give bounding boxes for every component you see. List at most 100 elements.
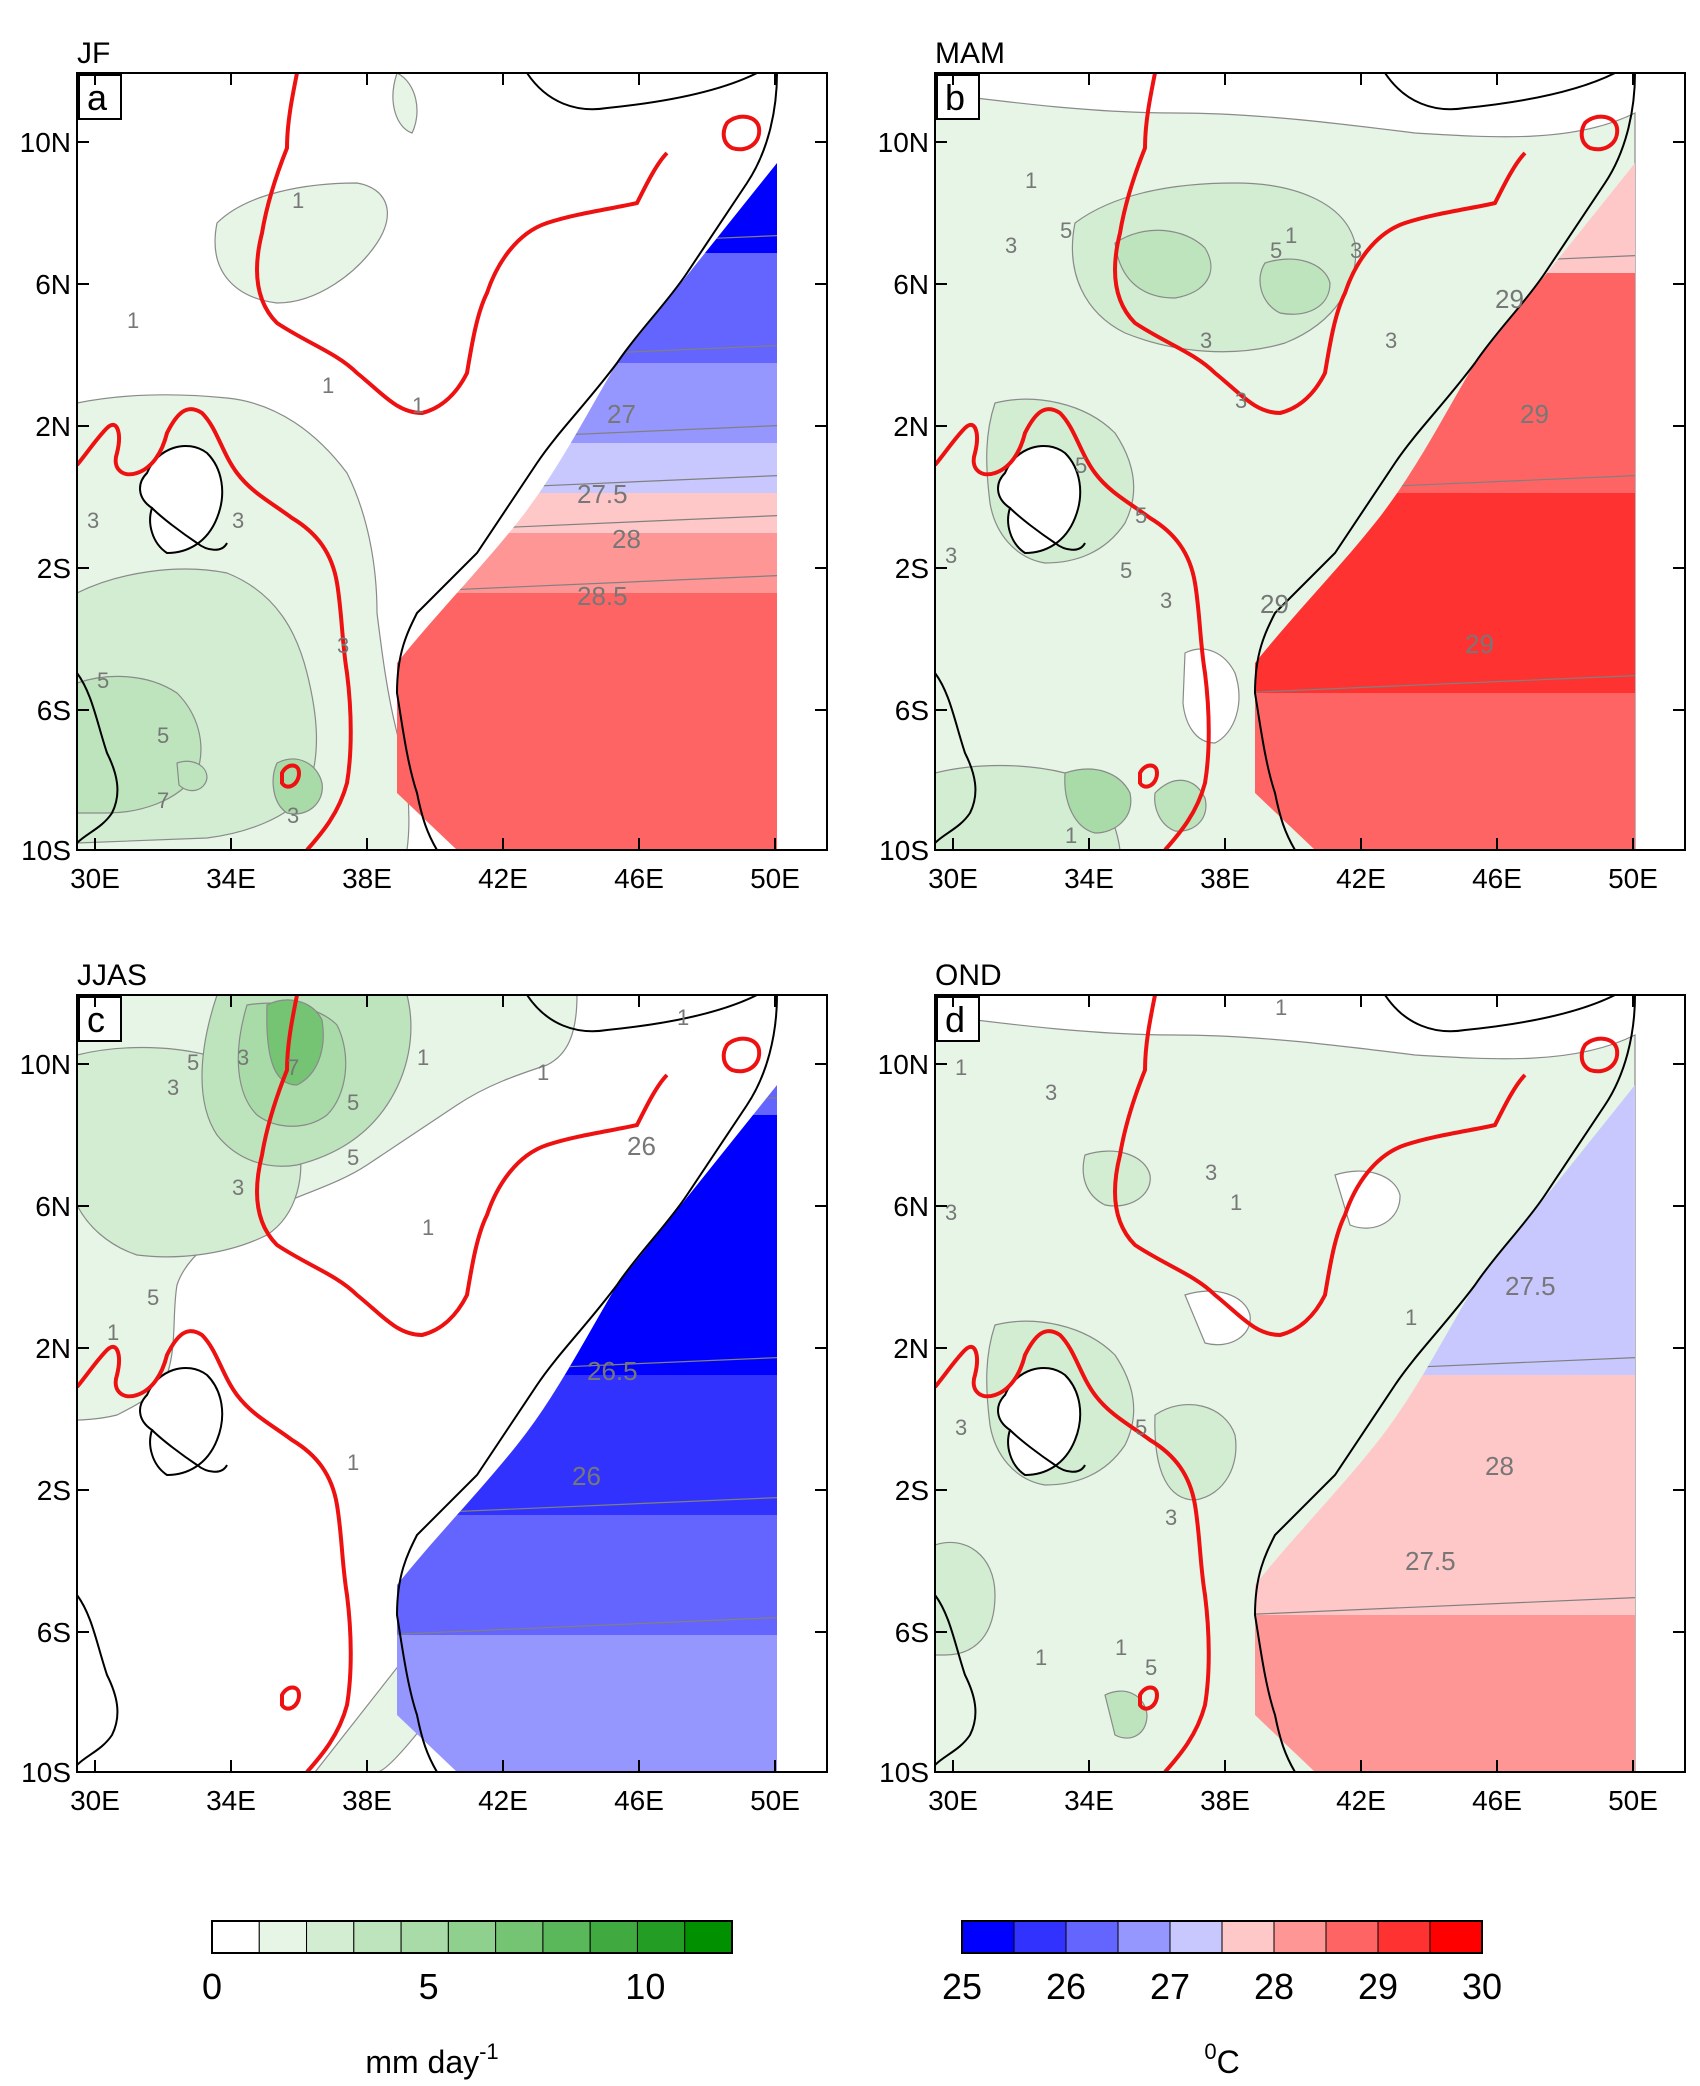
panel-letter: d: [945, 999, 965, 1040]
elevation-contour-4: [1138, 763, 1160, 789]
coastline-west: [77, 672, 119, 844]
sst-contour-line: [397, 1614, 777, 1636]
panel-letter-box: [78, 74, 122, 120]
precip-contour-label: 3: [1165, 1505, 1177, 1530]
y-tick-label: 10S: [21, 835, 71, 866]
x-tick-label: 50E: [1608, 863, 1658, 894]
sst-contour-label: 26: [572, 1461, 601, 1491]
sst-contour-line: [1255, 1594, 1635, 1616]
x-tick-label: 42E: [478, 863, 528, 894]
y-tick-label: 10N: [878, 127, 929, 158]
sst-colorbar-swatch: [1169, 1920, 1223, 1954]
x-tick-label: 38E: [1200, 863, 1250, 894]
precip-contour-label: 3: [167, 1075, 179, 1100]
precip-contour-label: 3: [237, 1045, 249, 1070]
precip-contour-label: 1: [1115, 1635, 1127, 1660]
precip-contour-label: 1: [1275, 995, 1287, 1020]
panel-letter: a: [87, 77, 108, 118]
precip-contour-label: 5: [1075, 453, 1087, 478]
sst-colorbar-tick: 26: [1046, 1966, 1086, 2007]
x-tick-label: 50E: [750, 1785, 800, 1816]
precip-contour-label: 5: [347, 1090, 359, 1115]
x-tick-label: 46E: [614, 1785, 664, 1816]
elevation-contour-2: [77, 1329, 353, 1772]
lake-victoria: [139, 1366, 224, 1477]
precip-contour-label: 1: [412, 393, 424, 418]
precip-contour-region: [1114, 229, 1212, 299]
x-tick-label: 30E: [928, 863, 978, 894]
sst-colorbar-swatch: [1429, 1920, 1483, 1954]
sst-colorbar-swatch: [1013, 1920, 1067, 1954]
map-area: 1 1 3 5 5 3 3 3 5 5 3 5 3 1 3 29 29 29 29: [935, 73, 1685, 850]
y-tick-label: 2S: [895, 553, 929, 584]
map-frame: [934, 994, 1686, 1773]
map-frame: [934, 72, 1686, 851]
sst-contour-label: 29: [1520, 399, 1549, 429]
panel-letter-box: [78, 996, 122, 1042]
precip-colorbar-tick: 10: [625, 1966, 665, 2007]
precip-contour-label: 1: [1405, 1305, 1417, 1330]
precip-colorbar-swatch: [589, 1920, 638, 1954]
sst-contour-label: 29: [1465, 629, 1494, 659]
precip-unit-main: mm day: [365, 2044, 479, 2080]
precip-contour-label: 5: [1135, 503, 1147, 528]
precip-contour-label: 3: [1385, 328, 1397, 353]
x-tick-label: 34E: [206, 1785, 256, 1816]
y-tick-label: 6S: [37, 695, 71, 726]
precip-contour-label: 1: [422, 1215, 434, 1240]
precip-contour-region: [272, 758, 323, 815]
x-tick-label: 30E: [928, 1785, 978, 1816]
panel-letter: b: [945, 77, 965, 118]
elevation-contour-3: [1579, 114, 1620, 152]
precip-colorbar-swatch: [636, 1920, 686, 1954]
coastline: [1253, 73, 1637, 850]
precip-contour-label: 5: [157, 723, 169, 748]
lake-shore: [1009, 507, 1086, 551]
precip-colorbar-swatch: [306, 1920, 355, 1954]
y-tick-label: 10S: [879, 1757, 929, 1788]
precip-contour-label: 3: [232, 1175, 244, 1200]
sst-band: [1255, 1615, 1635, 1772]
sst-colorbar: 25 26 27 28 29 30 0C: [942, 1920, 1502, 2080]
precip-contour-label: 1: [955, 1055, 967, 1080]
sst-unit-label: 0C: [1204, 2039, 1239, 2080]
lake-shore: [1009, 1429, 1086, 1473]
precip-contour-label: 5: [187, 1050, 199, 1075]
sst-colorbar-swatch: [1065, 1920, 1119, 1954]
panel-letter-box: [936, 74, 980, 120]
sst-contour-label: 28.5: [577, 581, 628, 611]
precip-contour-label: 1: [1065, 823, 1077, 848]
precip-contour-label: 5: [97, 668, 109, 693]
panel-title: OND: [935, 959, 1002, 992]
elevation-contour-3: [721, 114, 762, 152]
sst-contour-label: 27.5: [1405, 1546, 1456, 1576]
elevation-contour-3: [1579, 1036, 1620, 1074]
elevation-contour-4: [1138, 1685, 1160, 1711]
y-tick-label: 10N: [20, 127, 71, 158]
precip-contour-label: 3: [232, 508, 244, 533]
precip-contour-label: 7: [287, 1055, 299, 1080]
precip-contour-label: 1: [127, 308, 139, 333]
x-tick-label: 50E: [750, 863, 800, 894]
sst-colorbar-tick: 30: [1462, 1966, 1502, 2007]
y-tick-label: 6N: [35, 269, 71, 300]
sst-contour-label: 27: [607, 399, 636, 429]
y-tick-label: 2S: [37, 1475, 71, 1506]
x-tick-label: 34E: [1064, 863, 1114, 894]
sst-colorbar-tick: 25: [942, 1966, 982, 2007]
x-tick-label: 38E: [342, 1785, 392, 1816]
sst-band: [397, 1515, 777, 1635]
precip-colorbar-swatch: [258, 1920, 308, 1954]
precip-colorbar: 0 5 10 mm day-1: [202, 1920, 733, 2080]
precip-colorbar-swatch: [495, 1920, 544, 1954]
map-panel-b: MAM 1 1 3 5 5 3 3 3 5 5 3 5 3 1 3 29 29 29 29 b 30E 34E 38E 42E 4…: [878, 37, 1686, 894]
precip-colorbar-frame: [211, 1920, 733, 1954]
precip-contour-label: 1: [537, 1060, 549, 1085]
y-tick-label: 10S: [21, 1757, 71, 1788]
precip-contour-label: 1: [1285, 223, 1297, 248]
sst-colorbar-tick: 29: [1358, 1966, 1398, 2007]
x-tick-label: 46E: [1472, 863, 1522, 894]
